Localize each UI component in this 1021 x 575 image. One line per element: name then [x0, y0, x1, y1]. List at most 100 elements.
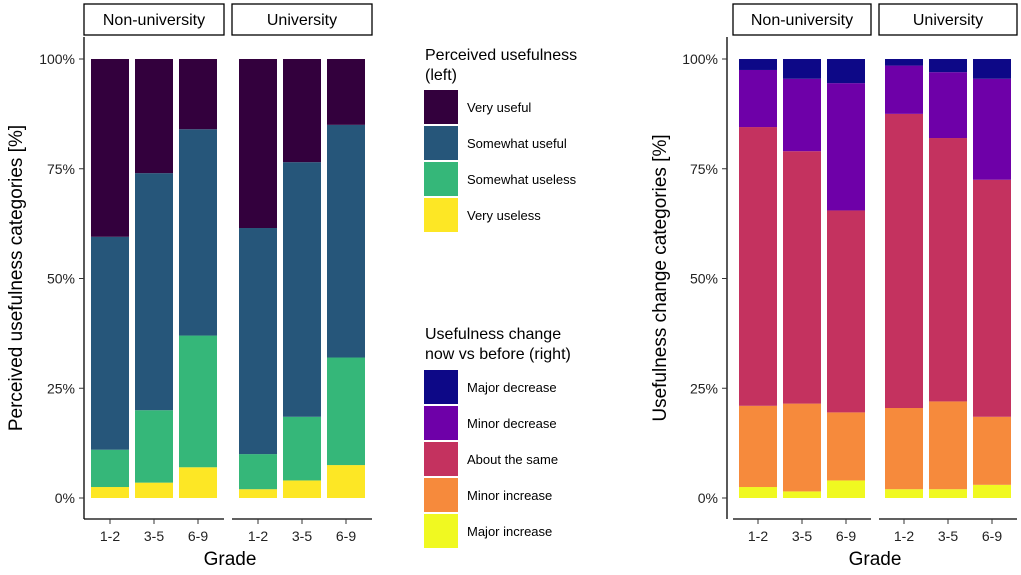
right-y-tick-label-1: 25%	[690, 380, 718, 396]
legend-right-title-line-2: now vs before (right)	[425, 346, 571, 363]
left-university-bar-1-2-very-useful	[239, 59, 277, 229]
left-y-tick-label-0: 0%	[55, 490, 75, 506]
right-non-university-x-tick-label-6-9: 6-9	[836, 528, 856, 544]
legend-left-key-very-useful	[424, 90, 458, 124]
left-y-tick-label-3: 75%	[47, 161, 75, 177]
right-university-bar-1-2-major-increase	[885, 489, 923, 498]
legend-right-label-about-the-same: About the same	[467, 452, 558, 467]
right-non-university-x-tick-label-1-2: 1-2	[748, 528, 768, 544]
left-non-university-bar-3-5-somewhat-useless	[135, 410, 173, 483]
legend-right-key-about-the-same	[424, 442, 458, 476]
left-university-bar-3-5-very-useful	[283, 59, 321, 163]
legend-right-key-minor-decrease	[424, 406, 458, 440]
right-y-tick-label-2: 50%	[690, 271, 718, 287]
right-y-tick-label-4: 100%	[682, 51, 718, 67]
left-university-bar-6-9-somewhat-useless	[327, 357, 365, 466]
left-non-university-x-tick-label-6-9: 6-9	[188, 528, 208, 544]
left-non-university-bar-1-2-somewhat-useful	[91, 236, 129, 450]
left-university-bar-6-9-very-useless	[327, 465, 365, 498]
left-y-tick-label-4: 100%	[39, 51, 75, 67]
legend-left-label-very-useful: Very useful	[467, 100, 531, 115]
left-university-x-tick-label-1-2: 1-2	[248, 528, 268, 544]
left-university-bar-6-9-somewhat-useful	[327, 124, 365, 358]
legend-left-label-very-useless: Very useless	[467, 208, 541, 223]
left-non-university-bar-3-5-very-useless	[135, 482, 173, 498]
left-university-bar-1-2-somewhat-useful	[239, 228, 277, 455]
legend-left-key-somewhat-useless	[424, 162, 458, 196]
left-university-bar-3-5-somewhat-useless	[283, 416, 321, 481]
right-university-bar-1-2-major-decrease	[885, 59, 923, 66]
right-university-bar-1-2-minor-decrease	[885, 65, 923, 114]
right-university-bar-1-2-minor-increase	[885, 408, 923, 490]
left-university-bar-3-5-very-useless	[283, 480, 321, 498]
legend-right-label-minor-decrease: Minor decrease	[467, 416, 557, 431]
left-non-university-bar-6-9-somewhat-useful	[179, 129, 217, 336]
right-non-university-bar-1-2-about-the-same	[739, 127, 777, 406]
legend-left-key-very-useless	[424, 198, 458, 232]
right-non-university-bar-3-5-major-increase	[783, 491, 821, 498]
legend-left-title-line-1: Perceived usefulness	[425, 47, 577, 64]
right-university-x-tick-label-1-2: 1-2	[894, 528, 914, 544]
right-university-x-tick-label-6-9: 6-9	[982, 528, 1002, 544]
legend-right-label-minor-increase: Minor increase	[467, 488, 552, 503]
right-university-bar-1-2-about-the-same	[885, 113, 923, 409]
right-university-strip-label: University	[913, 12, 983, 29]
right-university-bar-6-9-about-the-same	[973, 179, 1011, 417]
right-university-bar-3-5-about-the-same	[929, 138, 967, 402]
left-non-university-bar-6-9-very-useless	[179, 467, 217, 498]
right-non-university-bar-1-2-major-decrease	[739, 59, 777, 70]
legend-right-key-major-decrease	[424, 370, 458, 404]
left-university-bar-1-2-somewhat-useless	[239, 454, 277, 490]
left-university-bar-6-9-very-useful	[327, 59, 365, 125]
legend-right-title-line-1: Usefulness change	[425, 326, 561, 343]
left-non-university-bar-1-2-somewhat-useless	[91, 449, 129, 488]
right-non-university-strip	[732, 3, 872, 36]
left-non-university-bar-3-5-somewhat-useful	[135, 173, 173, 411]
left-non-university-bar-1-2-very-useful	[91, 59, 129, 237]
legend-right-key-minor-increase	[424, 478, 458, 512]
legend-left-key-somewhat-useful	[424, 126, 458, 160]
right-non-university-bar-6-9-minor-increase	[827, 412, 865, 481]
left-non-university-bar-1-2-very-useless	[91, 487, 129, 498]
right-university-bar-6-9-major-decrease	[973, 59, 1011, 79]
right-non-university-bar-6-9-about-the-same	[827, 210, 865, 413]
left-university-x-tick-label-3-5: 3-5	[292, 528, 312, 544]
left-university-bar-3-5-somewhat-useful	[283, 162, 321, 417]
right-university-bar-3-5-minor-decrease	[929, 72, 967, 139]
right-university-bar-6-9-minor-decrease	[973, 78, 1011, 180]
right-university-bar-6-9-minor-increase	[973, 416, 1011, 485]
right-non-university-bar-3-5-major-decrease	[783, 59, 821, 79]
left-university-strip	[231, 3, 373, 36]
right-y-tick-label-3: 75%	[690, 161, 718, 177]
right-non-university-bar-1-2-minor-decrease	[739, 69, 777, 128]
right-non-university-bar-1-2-minor-increase	[739, 405, 777, 488]
left-ylabel: Perceived usefulness categories [%]	[6, 125, 27, 431]
left-y-tick-label-2: 50%	[47, 271, 75, 287]
right-non-university-bar-6-9-major-increase	[827, 480, 865, 498]
left-non-university-bar-6-9-somewhat-useless	[179, 335, 217, 468]
right-non-university-x-tick-label-3-5: 3-5	[792, 528, 812, 544]
legend-left-title-line-2: (left)	[425, 67, 457, 84]
right-non-university-bar-6-9-minor-decrease	[827, 83, 865, 211]
right-non-university-bar-3-5-about-the-same	[783, 151, 821, 404]
left-non-university-bar-3-5-very-useful	[135, 59, 173, 174]
right-university-x-tick-label-3-5: 3-5	[938, 528, 958, 544]
right-non-university-bar-3-5-minor-decrease	[783, 78, 821, 152]
legend-left-label-somewhat-useful: Somewhat useful	[467, 136, 567, 151]
right-non-university-bar-6-9-major-decrease	[827, 59, 865, 84]
legend-right-label-major-decrease: Major decrease	[467, 380, 557, 395]
legend-right-label-major-increase: Major increase	[467, 524, 552, 539]
left-y-tick-label-1: 25%	[47, 380, 75, 396]
left-non-university-bar-6-9-very-useful	[179, 59, 217, 130]
right-non-university-bar-1-2-major-increase	[739, 487, 777, 498]
right-y-tick-label-0: 0%	[698, 490, 718, 506]
legend-left-label-somewhat-useless: Somewhat useless	[467, 172, 577, 187]
left-university-strip-label: University	[267, 12, 337, 29]
right-university-bar-3-5-minor-increase	[929, 401, 967, 490]
left-non-university-strip	[83, 3, 225, 36]
left-xlabel: Grade	[204, 549, 257, 570]
right-non-university-bar-3-5-minor-increase	[783, 403, 821, 492]
legend-right-key-major-increase	[424, 514, 458, 548]
left-non-university-x-tick-label-1-2: 1-2	[100, 528, 120, 544]
